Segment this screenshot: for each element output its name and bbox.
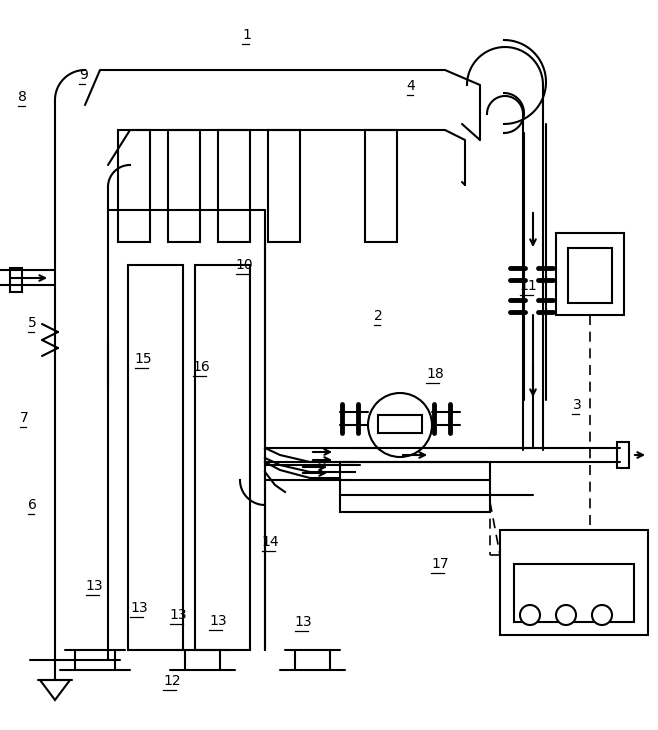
Circle shape: [556, 605, 576, 625]
Circle shape: [520, 605, 540, 625]
Text: 13: 13: [86, 579, 103, 593]
Text: 13: 13: [209, 614, 227, 628]
Text: 8: 8: [18, 90, 27, 104]
Bar: [568, 248, 612, 303]
Text: 15: 15: [135, 353, 153, 366]
Bar: [10, 268, 22, 292]
Text: 9: 9: [79, 68, 88, 82]
Text: 11: 11: [520, 280, 538, 293]
Text: 6: 6: [28, 499, 36, 512]
Text: 7: 7: [20, 411, 28, 425]
Text: 13: 13: [130, 601, 148, 615]
Bar: [218, 130, 250, 242]
Text: 16: 16: [193, 360, 211, 374]
Text: 13: 13: [170, 608, 188, 622]
Bar: [556, 233, 624, 315]
Bar: [128, 265, 183, 650]
Text: 18: 18: [426, 367, 444, 381]
Text: 1: 1: [242, 28, 251, 42]
Bar: [365, 130, 397, 242]
Circle shape: [368, 393, 432, 457]
Bar: [118, 130, 150, 242]
Bar: [514, 564, 634, 622]
Bar: [617, 442, 629, 468]
Text: 2: 2: [374, 309, 382, 323]
Text: 10: 10: [236, 258, 253, 272]
Bar: [500, 530, 648, 635]
Text: 14: 14: [262, 535, 280, 549]
Text: 4: 4: [407, 80, 415, 93]
Text: 12: 12: [163, 674, 181, 688]
Text: 3: 3: [572, 399, 581, 412]
Text: 13: 13: [295, 615, 313, 629]
Circle shape: [592, 605, 612, 625]
Text: 5: 5: [28, 316, 36, 330]
Bar: [268, 130, 300, 242]
Bar: [168, 130, 200, 242]
Bar: [340, 462, 490, 512]
Text: 17: 17: [431, 557, 449, 571]
Bar: [195, 265, 250, 650]
Bar: [378, 415, 422, 433]
